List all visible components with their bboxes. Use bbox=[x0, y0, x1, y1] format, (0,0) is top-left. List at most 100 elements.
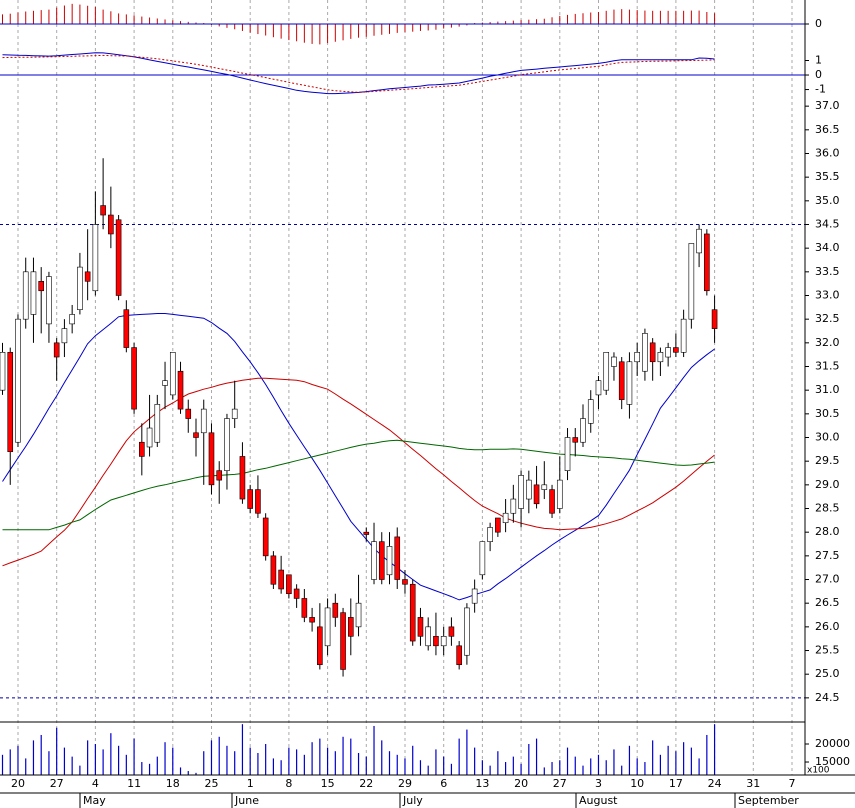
candle-body bbox=[30, 271, 37, 315]
candle-body bbox=[231, 408, 238, 419]
candle-body bbox=[108, 214, 114, 235]
candle-body bbox=[657, 352, 664, 363]
price-tick-label: 34.5 bbox=[815, 217, 840, 230]
candle-body bbox=[53, 342, 60, 358]
candle-body bbox=[502, 512, 509, 524]
month-label: June bbox=[234, 794, 259, 807]
x-tick-label: 17 bbox=[669, 777, 683, 790]
candle-body bbox=[456, 645, 462, 666]
month-label: August bbox=[579, 794, 618, 807]
candle-body bbox=[649, 342, 656, 363]
x-tick-label: 13 bbox=[475, 777, 489, 790]
candle-body bbox=[394, 536, 401, 580]
candle-body bbox=[549, 489, 555, 514]
candle-body bbox=[278, 569, 284, 590]
price-tick-label: 26.0 bbox=[815, 620, 840, 633]
candle-body bbox=[185, 408, 192, 419]
candle-body bbox=[626, 361, 633, 405]
candle-body bbox=[38, 280, 45, 292]
price-tick-label: 36.5 bbox=[815, 123, 840, 136]
candle-body bbox=[262, 517, 269, 557]
candle-body bbox=[255, 489, 261, 514]
candle-body bbox=[603, 352, 610, 391]
candle-body bbox=[84, 271, 91, 282]
candle-body bbox=[572, 437, 579, 443]
candle-body bbox=[239, 456, 246, 500]
candle-body bbox=[696, 228, 702, 254]
price-tick-label: 26.5 bbox=[815, 596, 840, 609]
candle-body bbox=[417, 617, 424, 637]
candle-body bbox=[115, 219, 122, 296]
candle-body bbox=[440, 636, 447, 647]
price-tick-label: 28.0 bbox=[815, 525, 840, 538]
price-tick-label: 36.0 bbox=[815, 146, 840, 159]
candle-body bbox=[378, 541, 385, 580]
x-tick-label: 20 bbox=[11, 777, 25, 790]
candle-body bbox=[479, 541, 486, 576]
price-tick-label: 37.0 bbox=[815, 99, 840, 112]
candle-body bbox=[200, 408, 207, 434]
volume-unit-label: x100 bbox=[807, 766, 830, 776]
price-tick-label: 28.5 bbox=[815, 502, 840, 515]
candle-body bbox=[371, 541, 377, 580]
price-tick-label: 33.5 bbox=[815, 265, 840, 278]
x-tick-label: 24 bbox=[708, 777, 722, 790]
price-tick-label: 34.0 bbox=[815, 241, 840, 254]
x-tick-label: 11 bbox=[127, 777, 141, 790]
x-tick-label: 18 bbox=[166, 777, 180, 790]
month-label: September bbox=[738, 794, 799, 807]
candle-body bbox=[355, 602, 362, 628]
candle-body bbox=[270, 555, 277, 585]
candle-body bbox=[618, 361, 625, 400]
candle-body bbox=[0, 352, 6, 391]
candle-body bbox=[154, 404, 161, 443]
price-tick-label: 31.5 bbox=[815, 360, 840, 373]
candle-body bbox=[526, 479, 532, 500]
candle-body bbox=[162, 380, 168, 386]
price-tick-label: 33.0 bbox=[815, 288, 840, 301]
price-tick-label: 32.5 bbox=[815, 312, 840, 325]
candle-body bbox=[293, 588, 300, 599]
price-tick-label: 24.5 bbox=[815, 691, 840, 704]
candle-body bbox=[533, 484, 540, 505]
candle-body bbox=[46, 276, 52, 325]
candle-body bbox=[123, 309, 130, 348]
macd-tick-label: 1 bbox=[815, 53, 822, 66]
candle-body bbox=[386, 546, 393, 576]
moving-average bbox=[2, 377, 715, 567]
candle-body bbox=[711, 309, 718, 329]
candle-body bbox=[363, 531, 370, 535]
candle-body bbox=[611, 356, 617, 367]
x-tick-label: 29 bbox=[398, 777, 412, 790]
macd-tick-label: -1 bbox=[815, 83, 826, 96]
candle-body bbox=[92, 224, 99, 292]
x-tick-label: 8 bbox=[285, 777, 292, 790]
candle-body bbox=[680, 318, 687, 353]
x-tick-label: 27 bbox=[553, 777, 567, 790]
x-tick-label: 10 bbox=[630, 777, 644, 790]
x-tick-label: 1 bbox=[247, 777, 254, 790]
candle-body bbox=[324, 607, 331, 647]
candle-body bbox=[471, 588, 478, 604]
macd-tick-label: 0 bbox=[815, 68, 822, 81]
price-tick-label: 25.0 bbox=[815, 667, 840, 680]
candle-body bbox=[464, 607, 470, 656]
candle-body bbox=[301, 598, 308, 618]
month-label: May bbox=[83, 794, 106, 807]
candle-body bbox=[169, 352, 176, 396]
x-tick-label: 3 bbox=[595, 777, 602, 790]
candle-body bbox=[7, 352, 14, 453]
month-label: July bbox=[402, 794, 423, 807]
candle-body bbox=[22, 271, 29, 320]
candle-body bbox=[139, 441, 145, 457]
candle-body bbox=[448, 626, 455, 637]
candle-body bbox=[332, 602, 339, 618]
candle-body bbox=[587, 399, 594, 424]
candle-body bbox=[146, 427, 153, 448]
price-tick-label: 25.5 bbox=[815, 644, 840, 657]
candle-body bbox=[642, 333, 648, 372]
x-tick-label: 22 bbox=[359, 777, 373, 790]
candle-body bbox=[347, 617, 354, 637]
